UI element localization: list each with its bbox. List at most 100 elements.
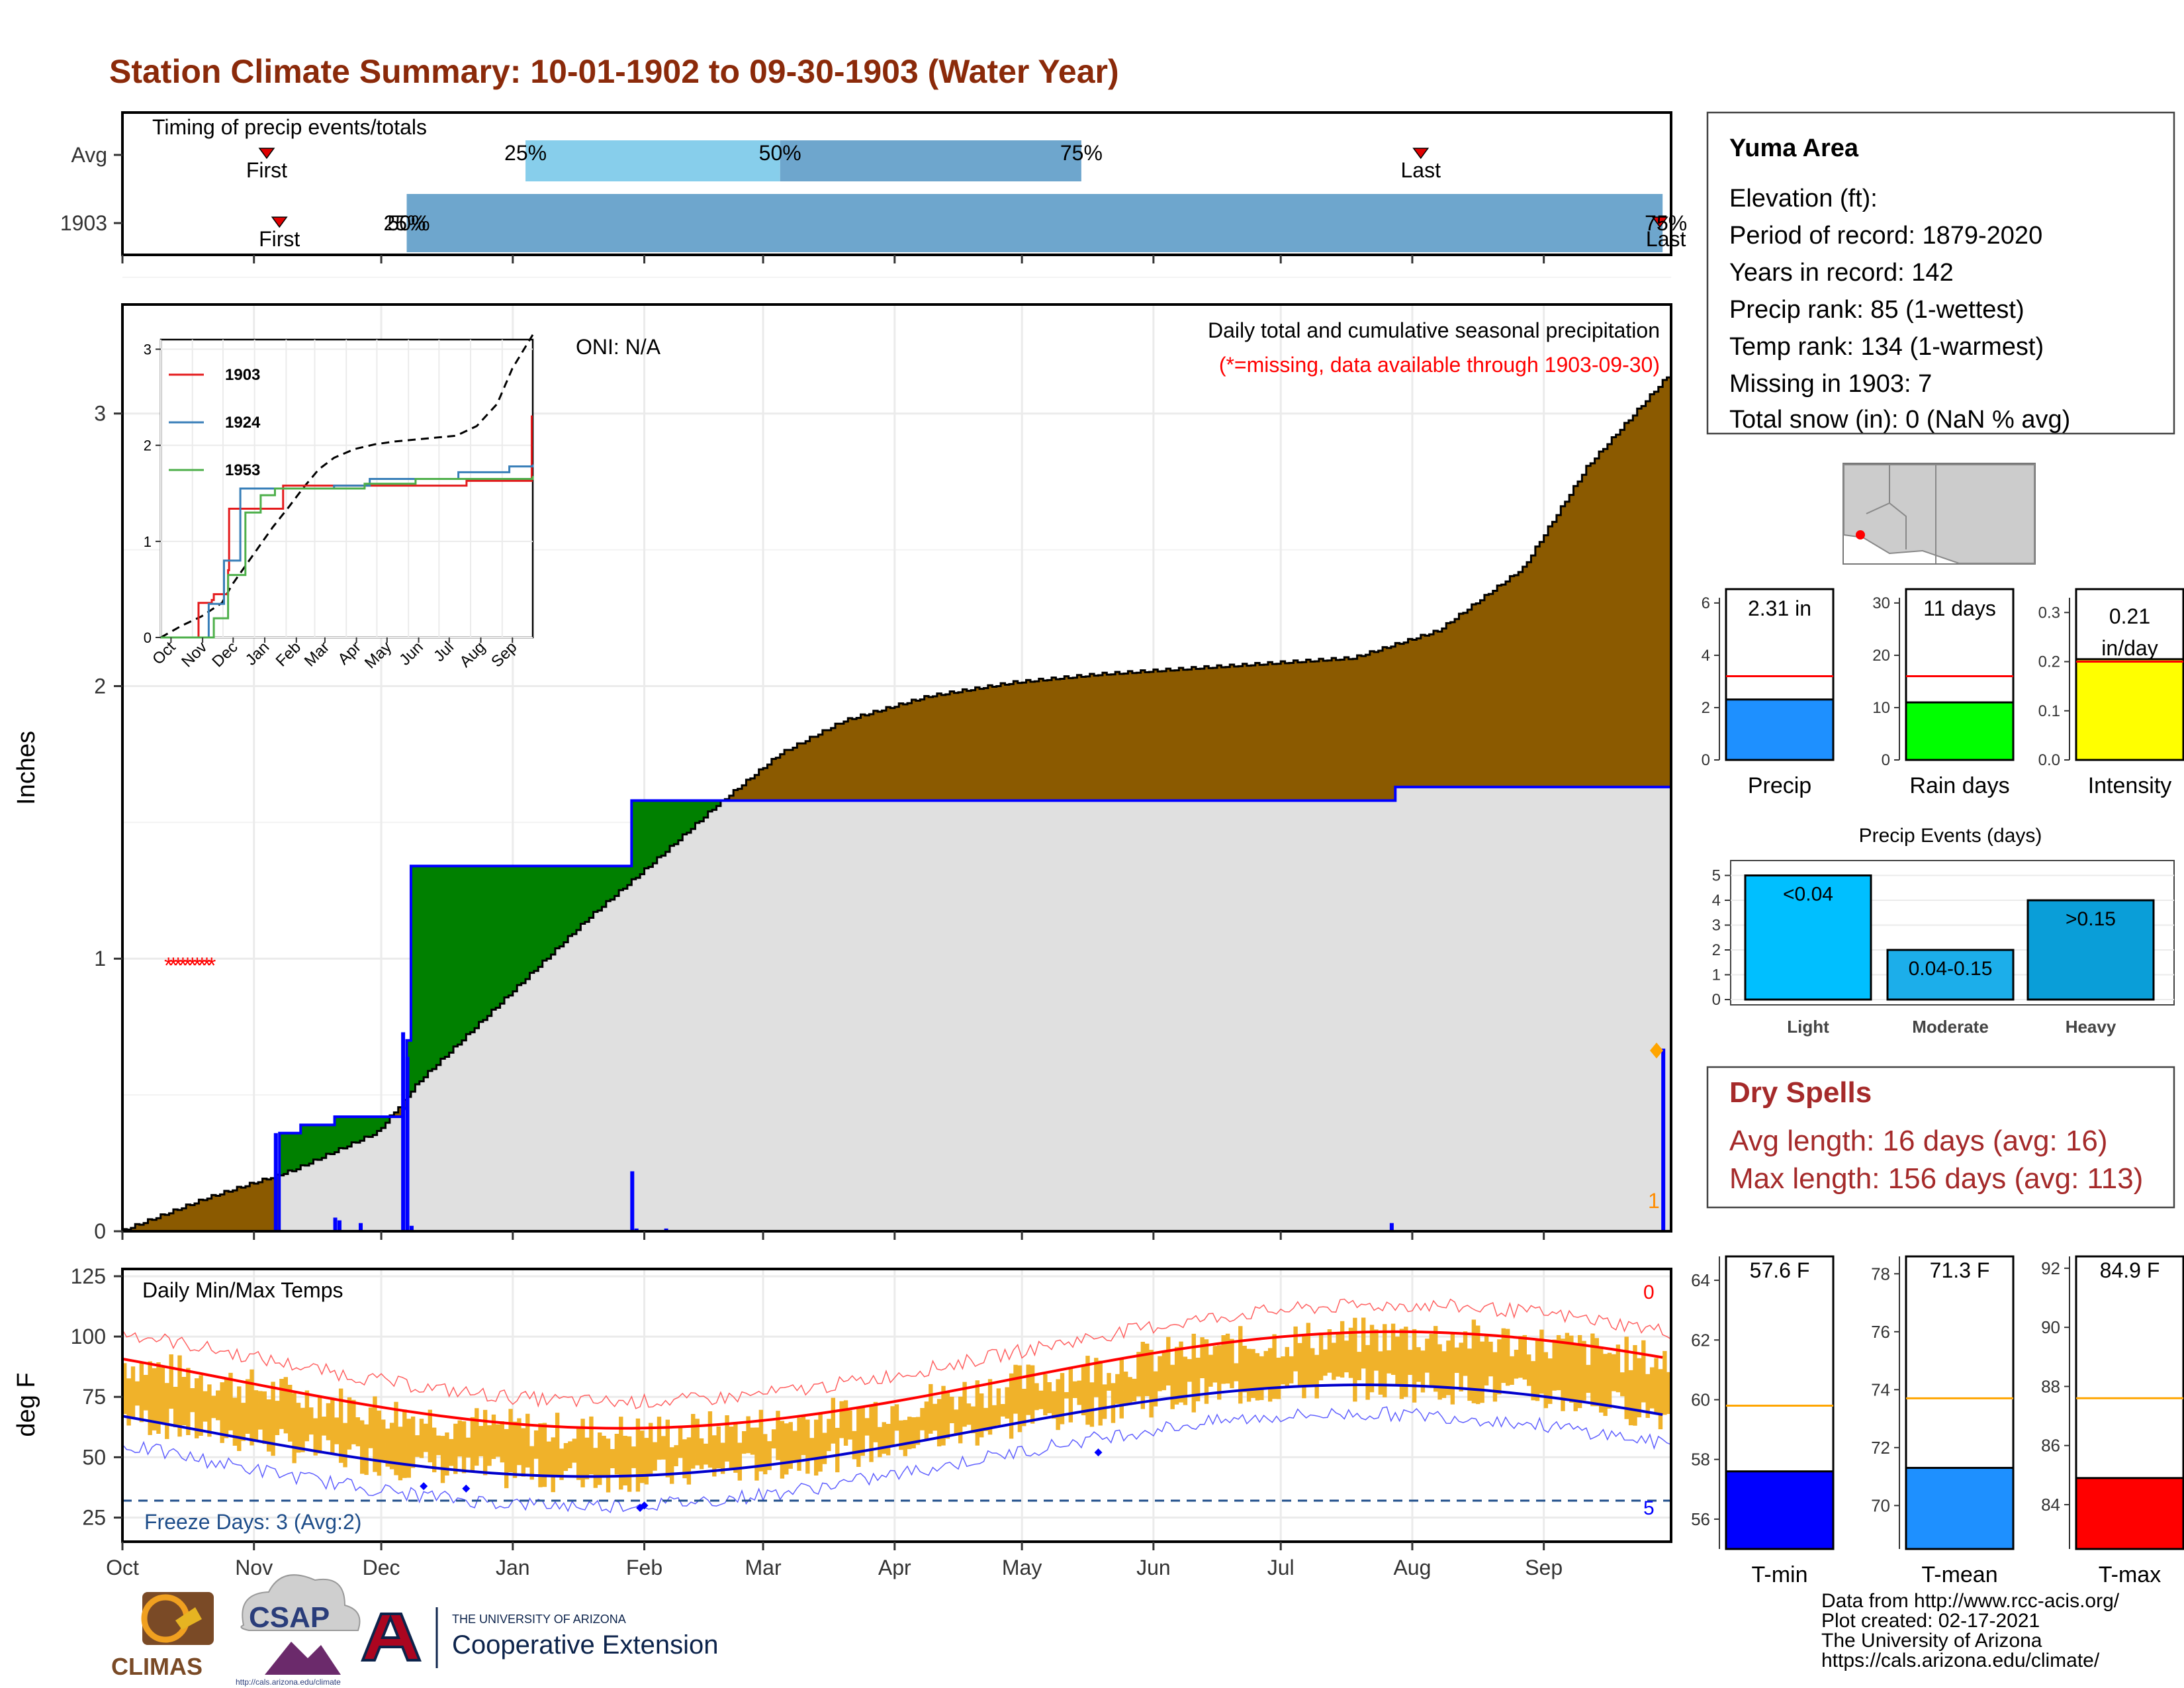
temp-summary-t-min: 56 58 60 62 64 57.6 F T-min (1691, 1255, 1835, 1587)
dry-spells-avg: Avg length: 16 days (avg: 16) (1729, 1125, 2108, 1157)
mini-bar-tick-label: 0.0 (2038, 751, 2060, 769)
freeze-day-marker (1094, 1448, 1103, 1457)
temp-summary-tick-label: 78 (1871, 1264, 1890, 1284)
temp-summary-tick-label: 62 (1691, 1330, 1710, 1350)
credit-line: Data from http://www.rcc-acis.org/ (1821, 1590, 2120, 1612)
climas-logo-text: CLIMAS (111, 1653, 203, 1680)
info-line: Years in record: 142 (1729, 259, 1954, 287)
daily-precip-bar (273, 1133, 278, 1231)
temp-summary-tick-label: 58 (1691, 1450, 1710, 1470)
mini-bar-label: Intensity (2088, 773, 2172, 798)
precip-panel-subtitle: (*=missing, data available through 1903-… (1219, 353, 1660, 377)
info-line: Temp rank: 134 (1-warmest) (1729, 333, 2044, 361)
inset-series-1903 (161, 415, 533, 639)
temp-summary-fill (2075, 1477, 2184, 1550)
temp-x-tick-label: Jul (1267, 1556, 1295, 1579)
events-bar-light (1744, 874, 1872, 1001)
mini-bar-tick-label: 20 (1872, 647, 1890, 665)
daily-precip-bar (634, 1228, 639, 1231)
mini-bar-frame (1725, 588, 1835, 761)
temp-summary-label: T-mean (1921, 1562, 1997, 1587)
missing-markers: ********** (164, 953, 216, 978)
freeze-day-marker (420, 1482, 428, 1491)
map-state-borders (1866, 465, 1936, 563)
dry-spells-max: Max length: 156 days (avg: 113) (1729, 1162, 2143, 1195)
freeze-day-marker (462, 1484, 471, 1493)
daily-precip-bar (1661, 1049, 1666, 1231)
freeze-days-label: Freeze Days: 3 (Avg:2) (144, 1510, 361, 1534)
avg-p25-label: 25% (504, 141, 547, 165)
csap-logo: CSAP http://cals.arizona.edu/climate (236, 1574, 361, 1687)
mini-bar-tick-label: 0.3 (2038, 604, 2060, 622)
mini-bar-tick-label: 0 (1882, 751, 1890, 769)
precip-y-tick-label: 2 (94, 674, 106, 698)
hot-days-count: 0 (1643, 1282, 1655, 1303)
ua-main-text: Cooperative Extension (452, 1630, 718, 1660)
avg-first-label: First (246, 158, 287, 182)
events-bar-moderate (1886, 949, 2015, 1001)
mini-bar-tick-label: 30 (1872, 594, 1890, 612)
average-max-line (122, 1330, 1663, 1430)
ua-top-text: THE UNIVERSITY OF ARIZONA (452, 1613, 626, 1626)
precip-ylabel: Inches (13, 731, 40, 805)
mini-bar-value: 0.21 (2109, 604, 2150, 628)
year-last-label: Last (1646, 227, 1686, 251)
temp-y-tick-label: 25 (82, 1506, 106, 1530)
station-info-box: Yuma Area Elevation (ft): Period of reco… (1706, 111, 2175, 435)
events-tick-label: 5 (1712, 867, 1721, 885)
mini-bar-value: 2.31 in (1748, 596, 1811, 620)
mini-bar-label: Precip (1748, 773, 1811, 798)
csap-cloud-icon (240, 1574, 361, 1631)
record-max-line (122, 1298, 1672, 1409)
timing-row-avg: Avg (71, 143, 107, 167)
csap-url: http://cals.arizona.edu/climate (236, 1677, 341, 1687)
footer-credits: Data from http://www.rcc-acis.org/ Plot … (1821, 1590, 2120, 1671)
dry-spells-frame (1706, 1066, 2175, 1209)
temp-summary-tick-label: 72 (1871, 1438, 1890, 1458)
climas-logo: CLIMAS (111, 1592, 214, 1680)
events-bar-value: 0.04-0.15 (1909, 958, 1993, 980)
daily-precip-bar (401, 1032, 406, 1231)
dry-spells-box: Dry Spells Avg length: 16 days (avg: 16)… (1706, 1066, 2175, 1209)
year-first-marker (271, 216, 288, 228)
temp-x-tick-label: Sep (1525, 1556, 1563, 1579)
mini-bar-tick-label: 0.1 (2038, 702, 2060, 720)
average-min-line (122, 1383, 1663, 1478)
events-category-label: Light (1787, 1017, 1829, 1037)
ua-cooperative-extension-logo: THE UNIVERSITY OF ARIZONA Cooperative Ex… (361, 1607, 718, 1668)
inset-average-line (160, 334, 534, 639)
mini-bar-tick-label: 0.2 (2038, 653, 2060, 671)
precip-y-tick-label: 1 (94, 947, 106, 970)
year-p75-label: 75% (1645, 211, 1687, 235)
climas-cactus-icon (175, 1607, 202, 1630)
events-tick-label: 3 (1712, 917, 1721, 935)
temp-y-tick-label: 100 (71, 1325, 106, 1348)
avg-p50-label: 50% (759, 141, 801, 165)
precip-y-tick-label: 3 (94, 402, 106, 426)
timing-avg-q25-q50 (525, 140, 780, 181)
mini-bar-fill (1905, 701, 2015, 761)
temp-summary-value: 57.6 F (1750, 1258, 1810, 1282)
ua-a-icon (361, 1613, 422, 1662)
daily-precip-bar (337, 1220, 341, 1231)
mini-bar-tick-label: 6 (1702, 594, 1710, 612)
daily-temp-range-bars (122, 1317, 1671, 1493)
credit-line: The University of Arizona (1821, 1630, 2042, 1652)
year-last-marker (1651, 216, 1668, 228)
mini-bar-tick-label: 2 (1702, 699, 1710, 717)
temp-summary-tick-label: 60 (1691, 1389, 1710, 1409)
temp-x-tick-label: May (1002, 1556, 1042, 1579)
mini-bar-value-unit: in/day (2101, 636, 2158, 660)
mini-bar-intensity: 0.0 0.1 0.2 0.3 0.21 in/day Intensity (2038, 588, 2184, 798)
events-tick-label: 4 (1712, 892, 1721, 910)
mini-bar-rain-days: 0 10 20 30 11 days Rain days (1872, 588, 2015, 798)
precip-y-tick-label: 0 (94, 1219, 106, 1243)
cumulative-precip-fill (122, 786, 1671, 1231)
mini-bar-tick-label: 10 (1872, 699, 1890, 717)
timing-avg-q50-q75 (780, 140, 1081, 181)
temp-x-tick-label: Nov (235, 1556, 273, 1579)
mini-bar-label: Rain days (1909, 773, 2009, 798)
inset-legend-label: 1953 (225, 461, 260, 479)
